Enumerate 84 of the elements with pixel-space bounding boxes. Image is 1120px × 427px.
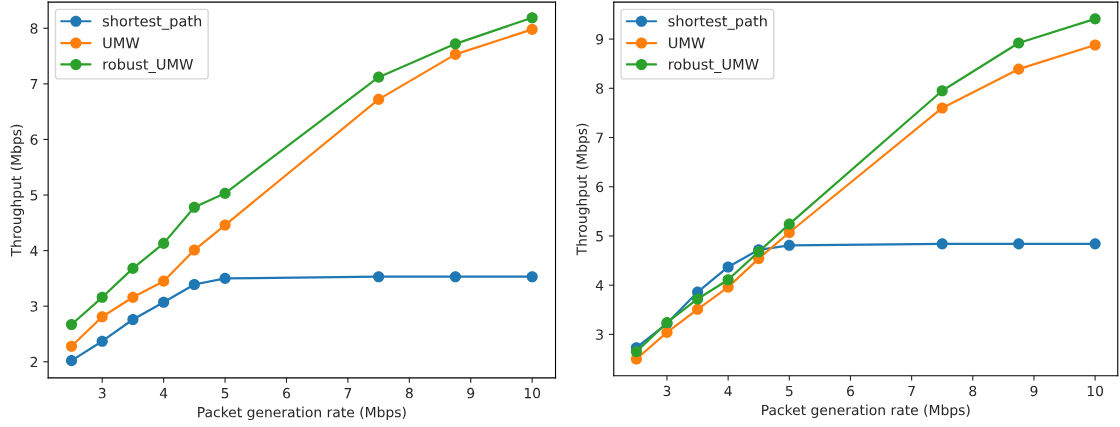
y-tick-label: 9 xyxy=(596,34,604,45)
legend-label: robust_UMW xyxy=(669,58,759,73)
point xyxy=(65,340,78,352)
y-tick-label: 3 xyxy=(596,329,603,340)
point xyxy=(692,293,704,305)
x-tick-label: 6 xyxy=(283,387,291,399)
point xyxy=(630,346,642,358)
point xyxy=(449,48,461,60)
point xyxy=(188,278,200,291)
point xyxy=(722,261,734,273)
point xyxy=(449,38,461,50)
point xyxy=(722,274,734,286)
point xyxy=(158,237,170,249)
x-tick-label: 3 xyxy=(663,385,671,397)
point xyxy=(219,219,231,231)
y-tick-label: 8 xyxy=(30,23,38,34)
point xyxy=(373,271,385,283)
x-axis-title: Packet generation rate (Mbps) xyxy=(198,406,406,421)
x-tick-label: 3 xyxy=(98,387,106,399)
x-tick-label: 6 xyxy=(847,385,855,397)
y-tick-label: 5 xyxy=(596,231,603,242)
x-tick-label: 8 xyxy=(969,385,977,397)
y-tick-label: 7 xyxy=(596,132,603,143)
x-tick-label: 4 xyxy=(159,388,168,399)
legend-label: UMW xyxy=(668,37,705,49)
y-tick-label: 4 xyxy=(30,245,38,256)
point xyxy=(96,335,108,347)
point xyxy=(1089,13,1101,25)
point xyxy=(526,12,538,24)
y-tick-label: 7 xyxy=(30,79,38,90)
point xyxy=(219,272,231,284)
point xyxy=(1013,37,1025,49)
x-tick-label: 5 xyxy=(221,388,229,399)
x-axis-title: Packet generation rate (Mbps) xyxy=(762,404,970,418)
point xyxy=(127,313,139,326)
point xyxy=(127,291,139,303)
point xyxy=(692,303,704,315)
point xyxy=(65,355,78,367)
y-axis-title: Throughput (Mbps) xyxy=(10,124,25,257)
point xyxy=(373,93,385,105)
point xyxy=(1089,238,1101,250)
x-tick-label: 8 xyxy=(405,387,413,399)
y-tick-label: 5 xyxy=(30,190,38,201)
point xyxy=(661,326,673,338)
point xyxy=(158,275,170,287)
point xyxy=(188,201,200,213)
point xyxy=(158,296,170,308)
legend-label: UMW xyxy=(103,37,140,49)
x-tick-label: 7 xyxy=(344,388,352,399)
x-tick-label: 9 xyxy=(1030,385,1038,397)
point xyxy=(127,262,139,274)
point xyxy=(1089,39,1101,51)
x-tick-label: 9 xyxy=(467,387,475,399)
point xyxy=(936,102,948,114)
x-tick-label: 10 xyxy=(524,387,541,399)
point xyxy=(449,271,461,283)
point xyxy=(96,311,108,323)
y-tick-label: 4 xyxy=(595,280,604,291)
y-tick-label: 2 xyxy=(30,356,38,368)
x-tick-label: 5 xyxy=(785,385,793,397)
point xyxy=(188,244,200,256)
point xyxy=(65,318,78,331)
x-tick-label: 7 xyxy=(908,385,915,397)
point xyxy=(526,271,538,283)
point xyxy=(219,187,231,199)
point xyxy=(1013,63,1025,75)
point xyxy=(783,239,795,251)
y-tick-label: 6 xyxy=(596,181,604,193)
point xyxy=(373,71,385,83)
point xyxy=(96,291,108,303)
point xyxy=(936,85,948,97)
x-tick-label: 10 xyxy=(1087,385,1104,397)
y-axis-title: Throughput (Mbps) xyxy=(576,123,590,256)
point xyxy=(936,238,948,250)
legend-label: shortest_path xyxy=(668,15,767,30)
y-tick-label: 6 xyxy=(30,134,38,145)
y-tick-label: 3 xyxy=(30,301,38,312)
legend-label: shortest_path xyxy=(102,15,202,30)
legend-label: robust_UMW xyxy=(103,58,194,73)
x-tick-label: 4 xyxy=(724,385,732,397)
point xyxy=(783,218,795,230)
y-tick-label: 8 xyxy=(596,83,604,94)
point xyxy=(1013,238,1025,250)
point xyxy=(526,23,538,35)
